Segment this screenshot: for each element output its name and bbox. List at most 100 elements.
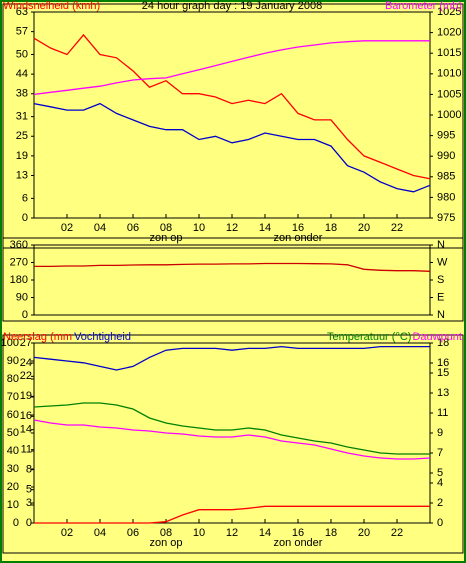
yticks-label: 360 bbox=[10, 239, 28, 251]
x-tick-label: 16 bbox=[292, 222, 304, 234]
series-line bbox=[33, 345, 430, 371]
yticks-label: 90 bbox=[16, 291, 28, 303]
yticks-label: 70 bbox=[7, 391, 19, 403]
y3ticks-label: 27 bbox=[20, 337, 32, 349]
y3ticks-label: 22 bbox=[20, 370, 32, 382]
plot-frame bbox=[33, 342, 431, 524]
panel-frame bbox=[2, 334, 464, 554]
annotation: zon onder bbox=[274, 537, 323, 549]
series-line bbox=[33, 40, 430, 96]
yticks-label: 50 bbox=[7, 427, 19, 439]
series-line bbox=[33, 402, 430, 455]
x-tick-label: 18 bbox=[325, 222, 337, 234]
x-tick-label: 18 bbox=[325, 527, 337, 539]
plot-frame bbox=[33, 11, 431, 219]
x-tick-label: 22 bbox=[391, 527, 403, 539]
y2ticks-label: 4 bbox=[437, 477, 443, 489]
yticks-label: 63 bbox=[16, 6, 28, 18]
x-tick-label: 14 bbox=[259, 222, 271, 234]
legend-entry: Temperatuur (°C) bbox=[327, 331, 411, 343]
chart-title: 24 hour graph day : 19 January 2008 bbox=[142, 0, 322, 12]
y2ticks-label: W bbox=[437, 256, 448, 268]
x-tick-label: 20 bbox=[358, 527, 370, 539]
y3ticks-label: 11 bbox=[21, 444, 32, 456]
y2ticks-label: 1010 bbox=[437, 68, 461, 80]
y3ticks-label: 19 bbox=[20, 390, 32, 402]
legend-entry: Dauwpunt bbox=[412, 331, 462, 343]
y2ticks-label: E bbox=[437, 291, 444, 303]
x-tick-label: 04 bbox=[94, 222, 106, 234]
panel-frame bbox=[2, 237, 464, 322]
x-tick-label: 02 bbox=[61, 222, 73, 234]
legend-entry: Barometer (mb) bbox=[385, 0, 462, 12]
y2ticks-label: 1015 bbox=[437, 47, 461, 59]
y3ticks-label: 5 bbox=[26, 484, 32, 496]
legend-entry: Windsnelheid (kmh) bbox=[3, 0, 100, 12]
y3ticks-label: 16 bbox=[20, 410, 32, 422]
y3ticks-label: 14 bbox=[20, 424, 32, 436]
y3ticks-label: 8 bbox=[26, 464, 32, 476]
x-tick-label: 08 bbox=[160, 222, 172, 234]
x-tick-label: 06 bbox=[127, 527, 139, 539]
yticks-label: 13 bbox=[16, 169, 28, 181]
y2ticks-label: 13 bbox=[437, 387, 449, 399]
x-tick-label: 20 bbox=[358, 222, 370, 234]
yticks-label: 6 bbox=[22, 192, 28, 204]
yticks-label: 0 bbox=[22, 309, 28, 321]
annotation: zon op bbox=[149, 537, 182, 549]
series-line bbox=[34, 262, 431, 272]
y2ticks-label: 980 bbox=[437, 191, 455, 203]
series-line bbox=[33, 102, 431, 193]
yticks-label: 50 bbox=[16, 48, 28, 60]
y2ticks-label: 11 bbox=[437, 407, 448, 419]
x-tick-label: 12 bbox=[226, 527, 238, 539]
y2ticks-label: N bbox=[437, 239, 445, 251]
y2ticks-label: 0 bbox=[437, 517, 443, 529]
yticks-label: 30 bbox=[7, 463, 19, 475]
y2ticks-label: 990 bbox=[437, 150, 455, 162]
y2ticks-label: 5 bbox=[437, 467, 443, 479]
y2ticks-label: 15 bbox=[437, 367, 449, 379]
x-tick-label: 10 bbox=[193, 527, 205, 539]
yticks-label: 90 bbox=[7, 355, 19, 367]
yticks-label: 0 bbox=[22, 212, 28, 224]
x-tick-label: 02 bbox=[61, 527, 73, 539]
x-tick-label: 06 bbox=[127, 222, 139, 234]
y2ticks-label: N bbox=[437, 309, 445, 321]
x-tick-label: 16 bbox=[292, 527, 304, 539]
y3ticks-label: 3 bbox=[26, 497, 32, 509]
series-line bbox=[33, 33, 431, 180]
y2ticks-label: 7 bbox=[437, 447, 443, 459]
y2ticks-label: 985 bbox=[437, 171, 455, 183]
yticks-label: 80 bbox=[7, 373, 19, 385]
y2ticks-label: 2 bbox=[437, 497, 443, 509]
yticks-label: 60 bbox=[7, 409, 19, 421]
series-line bbox=[33, 419, 431, 460]
y2ticks-label: S bbox=[437, 274, 444, 286]
yticks-label: 10 bbox=[7, 499, 19, 511]
series-line bbox=[34, 505, 430, 524]
y2ticks-label: 1005 bbox=[437, 88, 461, 100]
yticks-label: 25 bbox=[16, 130, 28, 142]
x-tick-label: 10 bbox=[193, 222, 205, 234]
plot-frame bbox=[33, 244, 431, 316]
x-tick-label: 08 bbox=[160, 527, 172, 539]
yticks-label: 180 bbox=[10, 274, 28, 286]
y3ticks-label: 0 bbox=[26, 517, 32, 529]
yticks-label: 40 bbox=[7, 445, 19, 457]
yticks-label: 44 bbox=[16, 68, 28, 80]
x-tick-label: 14 bbox=[259, 527, 271, 539]
y2ticks-label: 975 bbox=[437, 212, 455, 224]
yticks-label: 31 bbox=[16, 111, 28, 123]
yticks-label: 57 bbox=[16, 26, 28, 38]
yticks-label: 100 bbox=[1, 337, 19, 349]
yticks-label: 270 bbox=[10, 256, 28, 268]
x-tick-label: 04 bbox=[94, 527, 106, 539]
x-tick-label: 12 bbox=[226, 222, 238, 234]
y2ticks-label: 16 bbox=[437, 357, 449, 369]
legend-entry: Neerslag (mm bbox=[3, 331, 72, 343]
y2ticks-label: 1000 bbox=[437, 109, 461, 121]
